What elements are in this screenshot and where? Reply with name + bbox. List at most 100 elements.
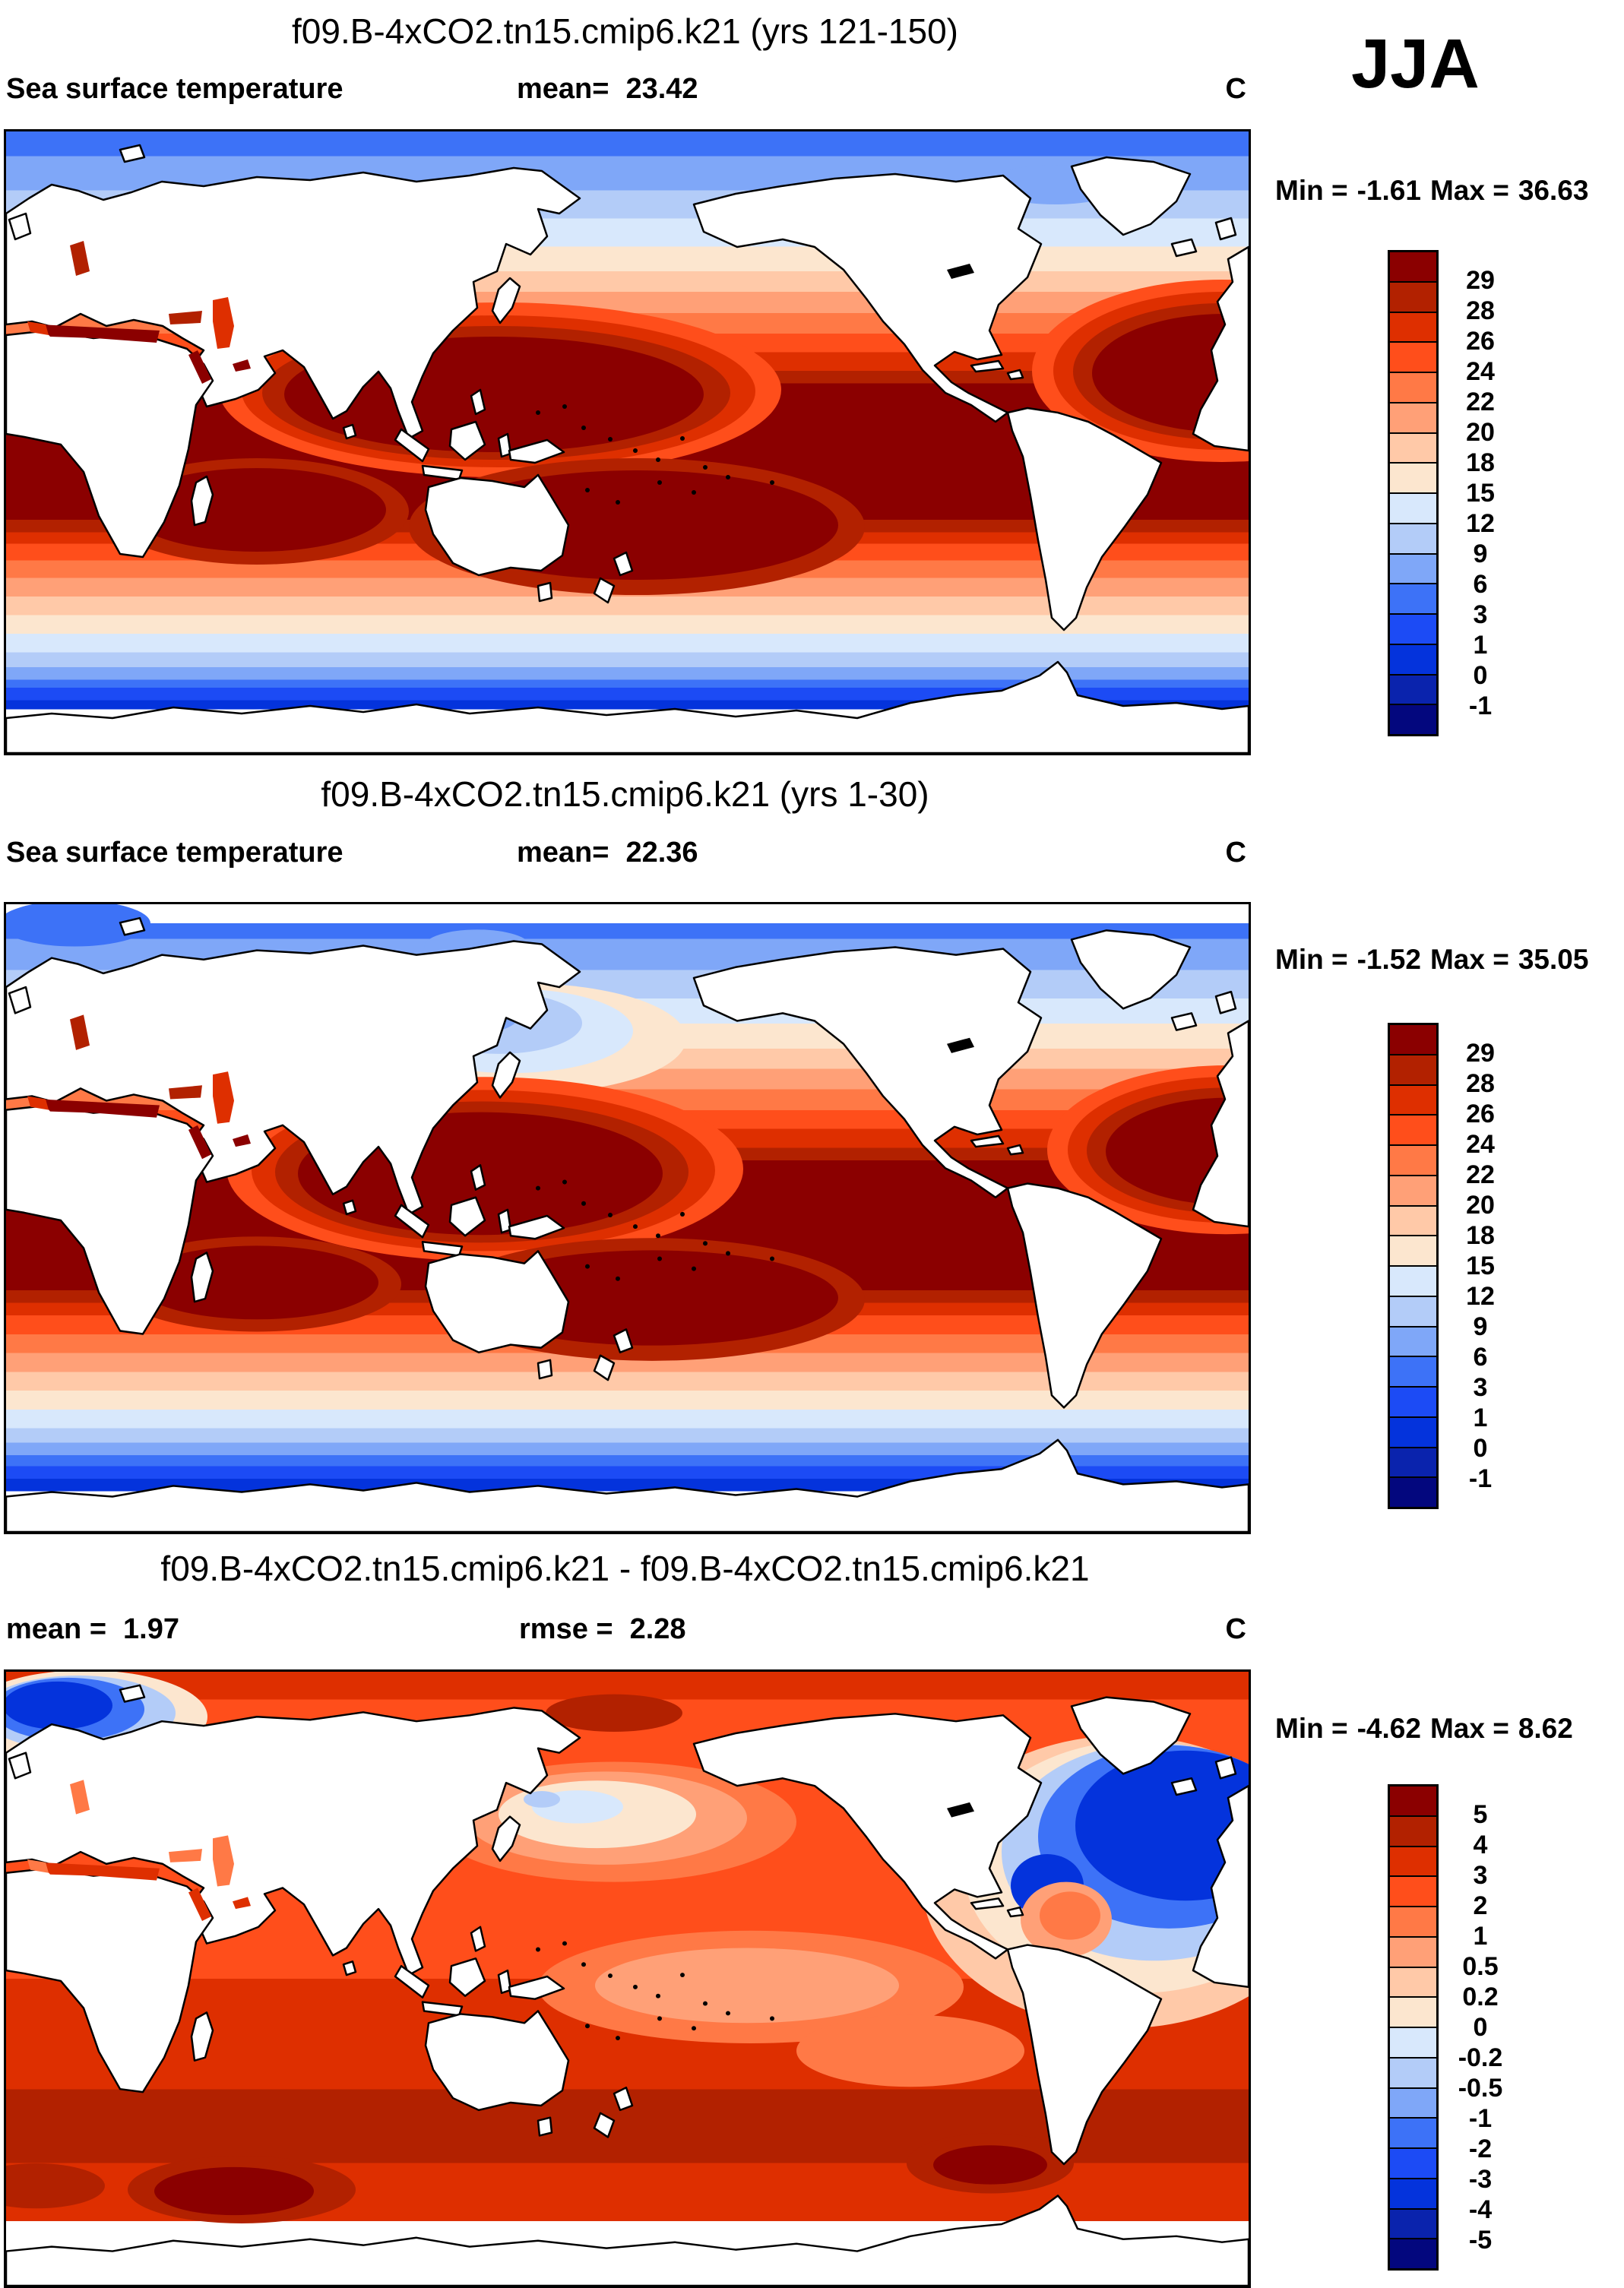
colorbar-cell [1390,401,1436,432]
colorbar-cell [1390,1235,1436,1265]
colorbar-cell [1390,1446,1436,1477]
colorbar-cell [1390,643,1436,674]
colorbar-cell [1390,1356,1436,1386]
colorbar-box [1388,1784,1439,2271]
colorbar-tick-label: 29 [1466,1039,1495,1068]
mean-label: mean= [517,73,609,105]
colorbar-cell [1390,522,1436,553]
colorbar-cell [1390,1875,1436,1906]
colorbar-cell [1390,1174,1436,1205]
colorbar-tick-label: 0 [1473,661,1488,690]
colorbar-tick-label: -1 [1468,2104,1493,2133]
mean-value: 23.42 [625,73,698,105]
colorbar-cell [1390,673,1436,704]
colorbar-cell [1390,1144,1436,1175]
colorbar-cell [1390,1295,1436,1326]
colorbar-tick-label: 26 [1466,327,1495,356]
colorbar-cell [1390,1386,1436,1416]
colorbar-cell [1390,1815,1436,1846]
colorbar-tick-label: 0 [1473,1434,1488,1463]
colorbar-tick-label: -0.5 [1458,2074,1503,2103]
colorbar-cell [1390,1786,1436,1815]
colorbar-tick-label: 6 [1473,570,1488,599]
colorbar-cell [1390,1325,1436,1356]
page-title: f09.B-4xCO2.tn15.cmip6.k21 (yrs 121-150) [292,11,958,51]
colorbar-tick-label: -1 [1468,691,1493,720]
colorbar-tick-label: 9 [1473,540,1488,568]
colorbar-cell [1390,1845,1436,1876]
colorbar-cell [1390,2087,1436,2118]
max-value: 8.62 [1518,1713,1573,1744]
colorbar-box [1388,250,1439,736]
max-label: Max = [1429,1713,1509,1744]
colorbar-cell [1390,280,1436,312]
minmax-line: Min = -1.61 Max = 36.63 [1275,175,1588,207]
colorbar-cell [1390,1265,1436,1296]
colorbar-cell [1390,613,1436,644]
units-label: C [1225,837,1246,869]
colorbar-cell [1390,1476,1436,1507]
colorbar-tick-label: 20 [1466,418,1495,447]
colorbar-tick-label: 4 [1473,1831,1488,1859]
colorbar-tick-label: 29 [1466,266,1495,295]
field-label: Sea surface temperature [6,837,343,869]
colorbar-tick-label: 1 [1473,631,1488,660]
min-label: Min = [1275,1713,1348,1744]
mean-value: 1.97 [123,1613,179,1645]
colorbar-cell [1390,372,1436,402]
colorbar-cell [1390,1416,1436,1447]
rmse-stat: rmse = 2.28 [519,1613,686,1646]
max-label: Max = [1429,944,1509,975]
colorbar-cell [1390,1084,1436,1115]
colorbar-cell [1390,704,1436,734]
map-sst-difference [4,1669,1251,2288]
colorbar-tick-label: 0.5 [1462,1952,1499,1981]
colorbar-tick-label: 3 [1473,600,1488,629]
min-value: -1.61 [1356,175,1421,206]
colorbar-cell [1390,2117,1436,2147]
colorbar-cell [1390,492,1436,523]
colorbar-cell [1390,1204,1436,1236]
colorbar-tick-label: 15 [1466,479,1495,508]
min-value: -1.52 [1356,944,1421,975]
colorbar-tick-label: 24 [1466,357,1495,386]
colorbar: 5 4 3 2 1 0.5 0.2 0 -0.2 -0.5 -1 -2 -3 -4 -5 [1388,1784,1555,2271]
colorbar-tick-label: 22 [1466,388,1495,416]
colorbar-tick-label: 18 [1466,1221,1495,1250]
colorbar-tick-label: -3 [1468,2165,1493,2194]
colorbar-cell [1390,1935,1436,1967]
inland-seas [27,241,251,384]
colorbar-tick-label: 12 [1466,1282,1495,1311]
units-label: C [1225,1613,1246,1645]
colorbar-cell [1390,311,1436,342]
colorbar-tick-label: 18 [1466,448,1495,477]
colorbar-cell [1390,252,1436,281]
colorbar-tick-label: 9 [1473,1312,1488,1341]
max-value: 36.63 [1518,175,1589,206]
colorbar-cell [1390,1906,1436,1936]
colorbar-tick-label: 6 [1473,1343,1488,1372]
map-sst-yrs-121-150 [4,129,1251,755]
colorbar-cell [1390,432,1436,463]
mean-label: mean= [517,837,609,869]
colorbar-cell [1390,1966,1436,1997]
contour-blobs [6,1672,1249,2224]
mean-stat: mean= 22.36 [517,837,698,869]
min-label: Min = [1275,944,1348,975]
colorbar-tick-label: 0 [1473,2013,1488,2042]
colorbar-cell [1390,2207,1436,2239]
colorbar: 29 28 26 24 22 20 18 15 12 9 6 3 1 0 -1 [1388,1023,1555,1509]
mean-stat: mean = 1.97 [6,1613,179,1646]
inland-seas [27,1014,251,1160]
colorbar-tick-label: 3 [1473,1861,1488,1890]
colorbar-tick-label: 28 [1466,296,1495,325]
mean-stat: mean= 23.42 [517,73,698,106]
colorbar-tick-label: 1 [1473,1403,1488,1432]
min-value: -4.62 [1356,1713,1421,1744]
colorbar-tick-label: 0.2 [1462,1983,1499,2011]
colorbar-cell [1390,2147,1436,2178]
colorbar-cell [1390,2177,1436,2208]
colorbar-tick-label: 12 [1466,509,1495,538]
max-value: 35.05 [1518,944,1589,975]
colorbar-cell [1390,462,1436,492]
